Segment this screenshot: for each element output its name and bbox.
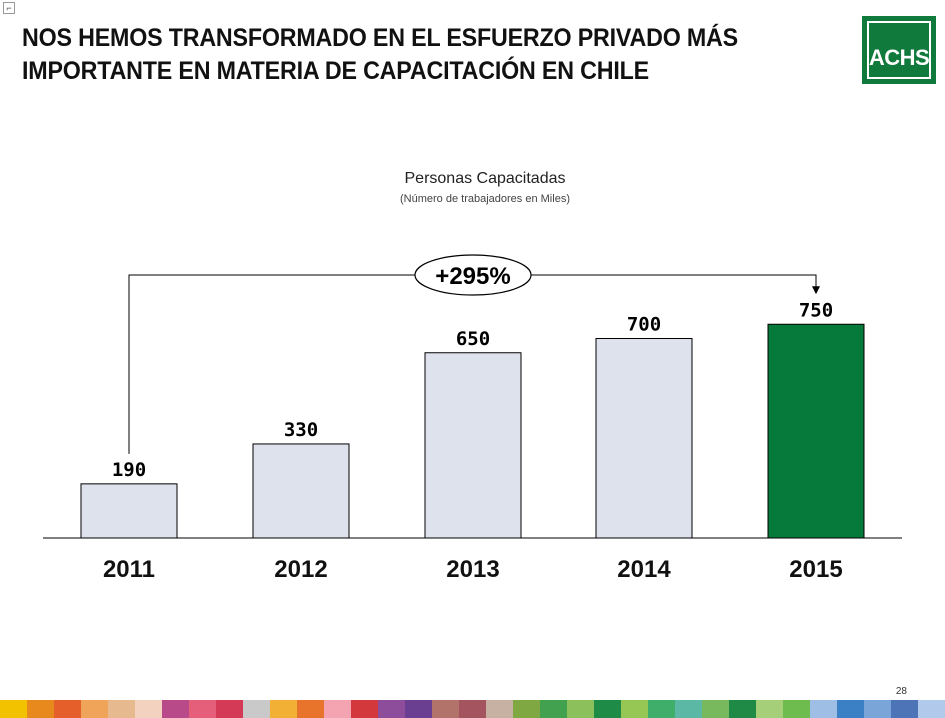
- stripe-segment: [513, 700, 540, 718]
- decorative-color-stripe: [0, 700, 945, 718]
- stripe-segment: [378, 700, 405, 718]
- bar-2015: [767, 323, 865, 539]
- value-label-2014: 700: [627, 314, 661, 336]
- stripe-segment: [918, 700, 945, 718]
- growth-ellipse: [414, 254, 532, 296]
- stripe-segment: [702, 700, 729, 718]
- title-line-2: IMPORTANTE EN MATERIA DE CAPACITACIÓN EN…: [22, 57, 649, 85]
- stripe-segment: [864, 700, 891, 718]
- value-label-2012: 330: [284, 419, 318, 441]
- stripe-segment: [594, 700, 621, 718]
- stripe-segment: [675, 700, 702, 718]
- stripe-segment: [189, 700, 216, 718]
- category-label-2015: 2015: [789, 556, 842, 583]
- stripe-segment: [108, 700, 135, 718]
- growth-label: +295%: [435, 263, 510, 290]
- stripe-segment: [837, 700, 864, 718]
- stripe-segment: [486, 700, 513, 718]
- stripe-segment: [135, 700, 162, 718]
- stripe-segment: [648, 700, 675, 718]
- stripe-segment: [756, 700, 783, 718]
- title-line-1: NOS HEMOS TRANSFORMADO EN EL ESFUERZO PR…: [22, 24, 738, 52]
- stripe-segment: [891, 700, 918, 718]
- chart-title: Personas Capacitadas: [404, 170, 566, 187]
- stripe-segment: [351, 700, 378, 718]
- stripe-segment: [324, 700, 351, 718]
- logo-text: ACHS: [869, 23, 930, 77]
- page-number: 28: [895, 686, 907, 697]
- category-label-2012: 2012: [274, 556, 327, 583]
- stripe-segment: [810, 700, 837, 718]
- category-label-2013: 2013: [446, 556, 499, 583]
- stripe-segment: [459, 700, 486, 718]
- bar-2013: [424, 352, 522, 539]
- stripe-segment: [783, 700, 810, 718]
- stripe-segment: [81, 700, 108, 718]
- bar-2012: [252, 443, 350, 539]
- stripe-segment: [243, 700, 270, 718]
- stripe-segment: [216, 700, 243, 718]
- bar-chart: 190 2011 330 2012 650 2013 700 2014 750 2015 +295%: [43, 254, 902, 583]
- stripe-segment: [297, 700, 324, 718]
- achs-logo: ACHS: [862, 16, 936, 84]
- logo-frame: ACHS: [867, 21, 931, 79]
- value-label-2013: 650: [456, 328, 490, 350]
- value-label-2011: 190: [112, 459, 146, 481]
- stripe-segment: [432, 700, 459, 718]
- stripe-segment: [567, 700, 594, 718]
- category-label-2014: 2014: [617, 556, 671, 583]
- stripe-segment: [0, 700, 27, 718]
- value-label-2015: 750: [799, 299, 833, 321]
- corner-marker: ⌐: [3, 2, 15, 14]
- growth-arrowhead: [812, 286, 820, 295]
- stripe-segment: [27, 700, 54, 718]
- stripe-segment: [54, 700, 81, 718]
- stripe-segment: [405, 700, 432, 718]
- stripe-segment: [162, 700, 189, 718]
- stripe-segment: [621, 700, 648, 718]
- stripe-segment: [729, 700, 756, 718]
- category-label-2011: 2011: [103, 556, 155, 583]
- bar-2014: [595, 338, 693, 539]
- bar-2011: [80, 483, 178, 539]
- chart-subtitle: (Número de trabajadores en Miles): [400, 193, 570, 205]
- stripe-segment: [270, 700, 297, 718]
- stripe-segment: [540, 700, 567, 718]
- slide-title: NOS HEMOS TRANSFORMADO EN EL ESFUERZO PR…: [22, 22, 738, 88]
